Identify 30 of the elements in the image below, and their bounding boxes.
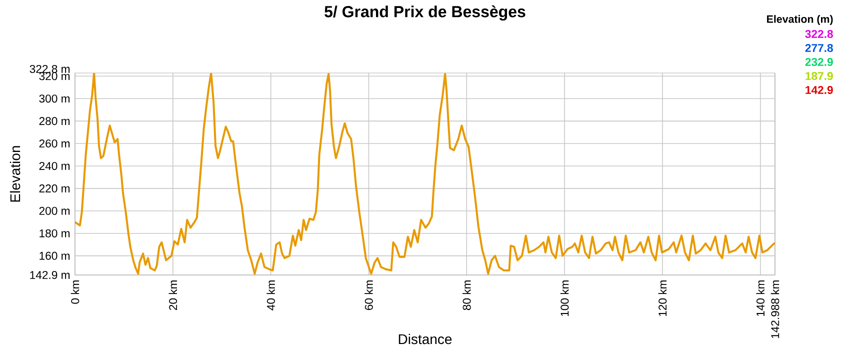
text: 187.9 <box>806 72 833 80</box>
chart-title: 5/ Grand Prix de Bessèges <box>324 5 526 21</box>
y-tick-label: 260 m <box>39 140 70 148</box>
y-tick-label: 240 m <box>39 162 70 170</box>
x-tick-label: 0 km <box>70 280 80 304</box>
y-tick-label: 180 m <box>40 229 70 238</box>
x-tick-label: 60 km <box>364 280 373 310</box>
y-tick-label: 142.9 m <box>30 270 70 280</box>
line-series <box>75 72 776 275</box>
text: 322.8 <box>805 30 833 38</box>
x-tick-label: 120 km <box>658 280 667 316</box>
y-tick-label: 280 m <box>39 117 70 126</box>
x-tick-label: 100 km <box>560 280 569 316</box>
x-tick-label: 80 km <box>462 280 471 310</box>
y-tick-label: 320 m <box>39 72 70 80</box>
y-tick-label: 300 m <box>39 94 70 103</box>
text: 277.8 <box>805 44 833 52</box>
x-tick-label: 40 km <box>266 280 275 310</box>
text: 232.9 <box>805 58 833 66</box>
x-axis-title: Distance <box>398 334 452 344</box>
y-tick-label: 160 m <box>40 252 70 260</box>
legend-title: Elevation (m) <box>767 15 833 25</box>
y-tick-label: 200 m <box>39 206 70 215</box>
y-axis-title: Elevation <box>10 146 20 202</box>
x-tick-label: 140 km <box>756 280 765 316</box>
text: 142.9 <box>806 86 833 94</box>
x-tick-label: 20 km <box>168 280 178 310</box>
y-tick-label: 322.8 m <box>30 64 70 74</box>
x-tick-label: 142.988 km <box>770 280 780 338</box>
y-tick-label: 220 m <box>39 184 70 192</box>
